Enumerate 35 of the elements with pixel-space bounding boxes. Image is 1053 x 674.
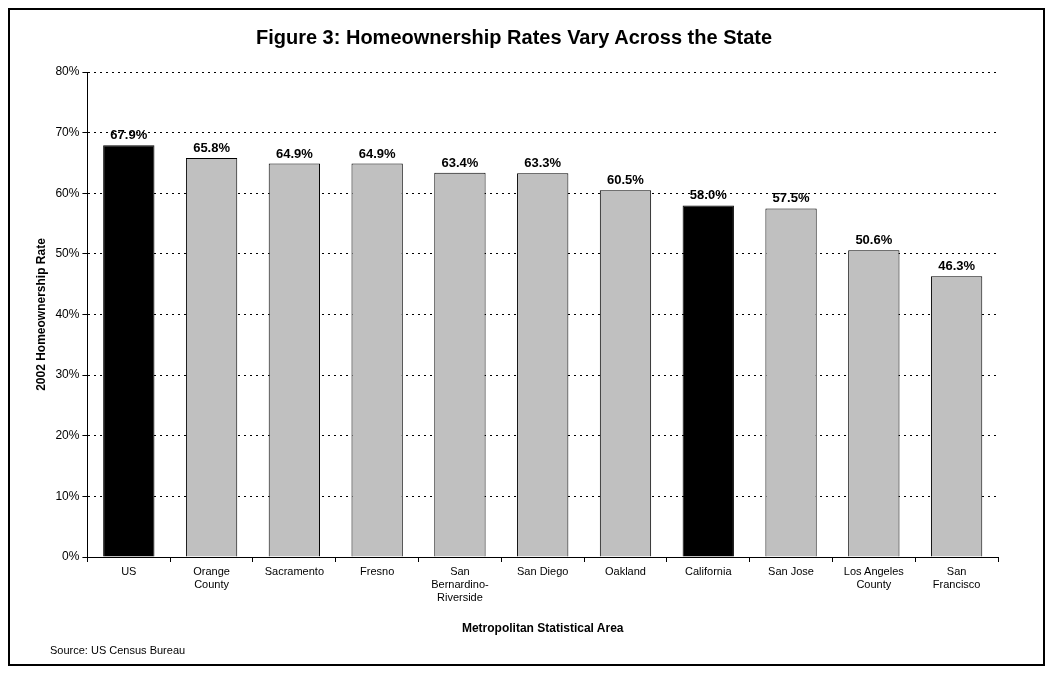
y-tick-label: 80%: [55, 64, 80, 79]
y-tick-label: 10%: [55, 488, 80, 503]
data-label: 65.8%: [193, 140, 231, 156]
x-tick-label: Fresno: [360, 564, 395, 577]
x-tick-label: San Diego: [517, 564, 569, 577]
x-tick-label: Oakland: [605, 564, 646, 577]
x-tick-label: San Bernardino-Riverside: [431, 564, 489, 604]
data-label: 60.5%: [607, 172, 645, 188]
data-label: 58.0%: [689, 187, 728, 203]
data-label: 67.9%: [110, 127, 148, 143]
data-label: 57.5%: [772, 190, 810, 206]
y-tick-label: 30%: [55, 367, 80, 382]
y-tick-label: 60%: [55, 185, 80, 200]
y-tick-label: 0%: [62, 549, 80, 564]
y-tick-label: 40%: [55, 306, 80, 321]
x-axis-title: Metropolitan Statistical Area: [461, 621, 624, 636]
x-tick-label: San Francisco: [932, 564, 981, 590]
x-tick-label: US: [121, 564, 137, 577]
data-label: 63.4%: [441, 154, 479, 170]
x-tick-label: San Jose: [768, 564, 814, 577]
chart-title: Figure 3: Homeownership Rates Vary Across the State: [255, 25, 773, 48]
y-axis-title: 2002 Homeownership Rate: [33, 237, 48, 391]
source-note: Source: US Census Bureau: [50, 643, 186, 656]
data-label: 64.9%: [358, 145, 397, 161]
y-tick-label: 20%: [55, 428, 80, 443]
y-tick-label: 70%: [55, 124, 80, 139]
y-tick-label: 50%: [55, 246, 80, 261]
x-tick-label: Sacramento: [264, 564, 325, 577]
data-label: 50.6%: [855, 232, 893, 248]
data-label: 63.3%: [524, 155, 562, 171]
data-label: 46.3%: [938, 258, 976, 274]
x-tick-label: California: [685, 564, 733, 577]
x-tick-label: Orange County: [193, 564, 230, 590]
data-label: 64.9%: [275, 145, 314, 161]
x-tick-label: Los Angeles County: [843, 564, 905, 590]
